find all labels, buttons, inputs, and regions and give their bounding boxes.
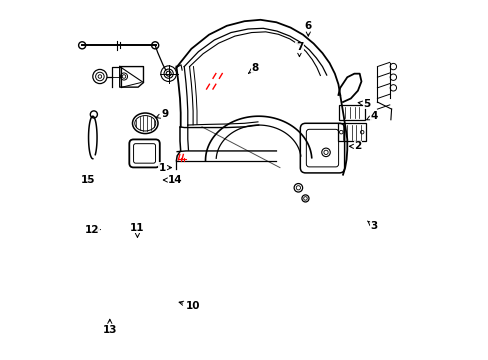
Text: 8: 8 <box>248 63 258 73</box>
Text: 12: 12 <box>84 225 100 235</box>
Text: 11: 11 <box>130 223 144 237</box>
Text: 1: 1 <box>158 163 171 172</box>
Text: 6: 6 <box>304 21 311 36</box>
Text: 4: 4 <box>366 111 377 121</box>
Text: 3: 3 <box>367 221 377 231</box>
Text: 5: 5 <box>358 99 369 109</box>
Text: 15: 15 <box>81 175 95 185</box>
Text: 14: 14 <box>163 175 183 185</box>
Text: 2: 2 <box>348 141 361 151</box>
Text: 13: 13 <box>102 319 117 334</box>
Text: 9: 9 <box>156 109 168 120</box>
Text: 7: 7 <box>295 42 303 57</box>
Text: 10: 10 <box>179 301 200 311</box>
